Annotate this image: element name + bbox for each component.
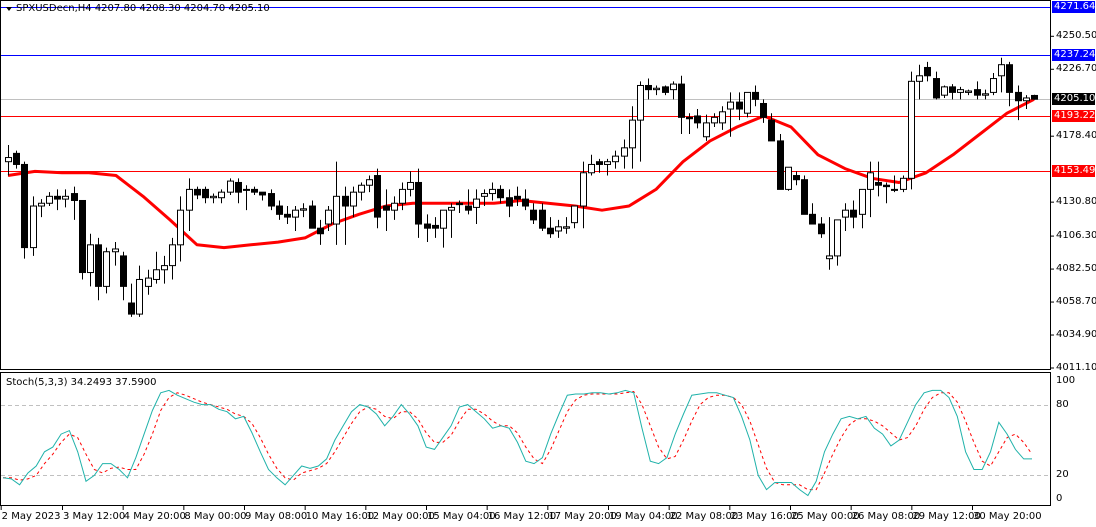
price-tag: 4237.24 xyxy=(1052,48,1096,61)
time-tick-label: 3 May 12:00 xyxy=(63,511,126,522)
price-tag: 4271.64 xyxy=(1052,1,1096,13)
time-tick-label: 19 May 04:00 xyxy=(609,511,678,522)
stoch-tick-label: 80 xyxy=(1056,398,1069,410)
price-axis-ticks xyxy=(1050,35,1054,369)
price-tick-label: 4106.30 xyxy=(1056,230,1096,242)
time-tick-label: 17 May 20:00 xyxy=(548,511,617,522)
time-tick-label: 29 May 12:00 xyxy=(912,511,981,522)
time-tick-label: 25 May 00:00 xyxy=(791,511,860,522)
price-tick-label: 4011.10 xyxy=(1056,362,1096,373)
time-tick-label: 12 May 00:00 xyxy=(366,511,435,522)
price-tick-label: 4250.50 xyxy=(1056,30,1096,42)
price-tick-label: 4226.70 xyxy=(1056,63,1096,75)
time-axis-ticks xyxy=(0,506,973,510)
stoch-tick-label: 20 xyxy=(1056,469,1069,481)
time-tick-label: 8 May 00:00 xyxy=(184,511,247,522)
time-tick-label: 22 May 08:00 xyxy=(669,511,739,522)
stoch-tick-label: 100 xyxy=(1056,375,1076,386)
price-pane-frame xyxy=(0,0,1051,370)
time-tick-label: 4 May 20:00 xyxy=(123,511,186,522)
time-tick-label: 9 May 08:00 xyxy=(245,511,308,522)
time-tick-label: 15 May 04:00 xyxy=(427,511,496,522)
stoch-tick-label: 0 xyxy=(1056,493,1063,504)
time-tick-label: 26 May 08:00 xyxy=(851,511,921,522)
stoch-title: Stoch(5,3,3) 34.2493 37.5900 xyxy=(6,377,157,388)
price-tag: 4193.22 xyxy=(1052,109,1096,122)
time-tick-label: 16 May 12:00 xyxy=(487,511,557,522)
stoch-lines xyxy=(2,389,1033,497)
price-tag: 4153.49 xyxy=(1052,164,1096,177)
horizontal-levels xyxy=(1,7,1050,172)
price-tick-label: 4082.50 xyxy=(1056,263,1096,275)
time-tick-label: 30 May 20:00 xyxy=(973,511,1042,522)
price-tick-label: 4130.80 xyxy=(1056,196,1096,208)
time-tick-label: 10 May 16:00 xyxy=(305,511,375,522)
moving-average-line xyxy=(7,97,1035,250)
candlestick-series xyxy=(5,57,1038,317)
stoch-pane-frame xyxy=(0,372,1051,506)
time-tick-label: 23 May 16:00 xyxy=(730,511,799,522)
time-tick-label: 2 May 2023 xyxy=(1,511,61,522)
symbol-title: SPXUSDecn,H4 4207.80 4208.30 4204.70 420… xyxy=(16,3,270,14)
collapse-icon[interactable] xyxy=(6,7,12,11)
price-tick-label: 4058.70 xyxy=(1056,296,1096,308)
price-tag: 4205.10 xyxy=(1052,93,1096,106)
price-tick-label: 4034.90 xyxy=(1056,329,1096,341)
price-tick-label: 4178.40 xyxy=(1056,130,1096,142)
